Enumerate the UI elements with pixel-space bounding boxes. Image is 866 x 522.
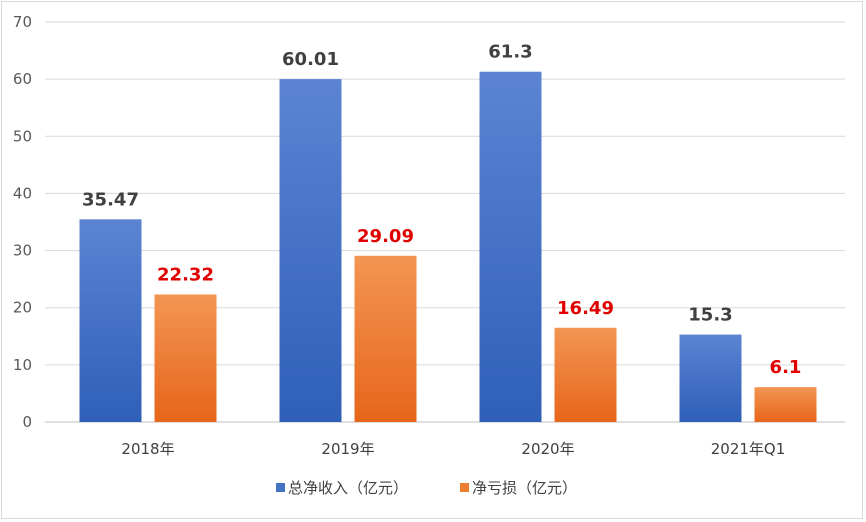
data-label: 61.3	[488, 42, 532, 63]
bar-loss	[154, 294, 217, 422]
bar-revenue	[679, 334, 742, 422]
y-tick-label: 10	[13, 356, 32, 374]
legend: 总净收入（亿元） 净亏损（亿元）	[276, 479, 577, 497]
bar-revenue	[479, 71, 542, 422]
data-label: 35.47	[82, 189, 139, 210]
data-label: 16.49	[557, 298, 614, 319]
y-tick-label: 40	[13, 184, 32, 202]
y-axis: 0 10 20 30 40 50 60 70	[13, 13, 32, 431]
bar-loss	[554, 327, 617, 422]
x-axis: 2018年 2019年 2020年 2021年Q1	[121, 440, 785, 458]
y-tick-label: 0	[22, 413, 32, 431]
legend-swatch	[460, 483, 469, 492]
data-label: 22.32	[157, 264, 214, 285]
bar-revenue	[279, 79, 342, 422]
x-tick-label: 2021年Q1	[711, 440, 786, 458]
legend-label: 净亏损（亿元）	[472, 479, 577, 497]
data-label: 15.3	[688, 305, 732, 326]
x-tick-label: 2018年	[121, 440, 174, 458]
y-tick-label: 70	[13, 13, 32, 31]
bar-loss	[354, 255, 417, 422]
x-tick-label: 2019年	[321, 440, 374, 458]
y-tick-label: 50	[13, 127, 32, 145]
y-tick-label: 60	[13, 70, 32, 88]
data-label: 60.01	[282, 49, 339, 70]
y-tick-label: 30	[13, 242, 32, 260]
data-label: 29.09	[357, 226, 414, 247]
data-label: 6.1	[770, 357, 802, 378]
y-tick-label: 20	[13, 299, 32, 317]
data-labels: 35.47 22.32 60.01 29.09 61.3 16.49 15.3 6.1	[82, 42, 801, 378]
bars	[79, 71, 817, 422]
legend-swatch	[276, 483, 285, 492]
legend-label: 总净收入（亿元）	[288, 479, 408, 497]
bar-loss	[754, 387, 817, 422]
x-tick-label: 2020年	[521, 440, 574, 458]
bar-revenue	[79, 219, 142, 422]
